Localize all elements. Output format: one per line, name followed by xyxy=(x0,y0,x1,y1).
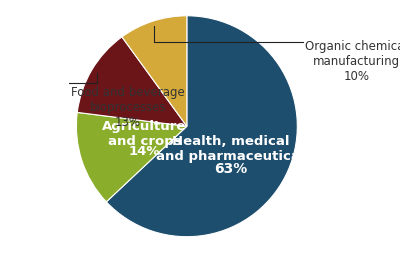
Wedge shape xyxy=(76,112,187,202)
Wedge shape xyxy=(106,16,297,237)
Wedge shape xyxy=(77,37,187,126)
Text: Health, medical
and pharmaceutical: Health, medical and pharmaceutical xyxy=(156,135,304,163)
Text: 63%: 63% xyxy=(214,162,247,176)
Text: Organic chemical
manufacturing
10%: Organic chemical manufacturing 10% xyxy=(305,40,400,83)
Text: 14%: 14% xyxy=(128,145,160,158)
Text: Agriculture
and crops: Agriculture and crops xyxy=(102,120,186,148)
Wedge shape xyxy=(122,16,187,126)
Text: Food and beverage
bioprocesses
13%: Food and beverage bioprocesses 13% xyxy=(71,86,185,129)
